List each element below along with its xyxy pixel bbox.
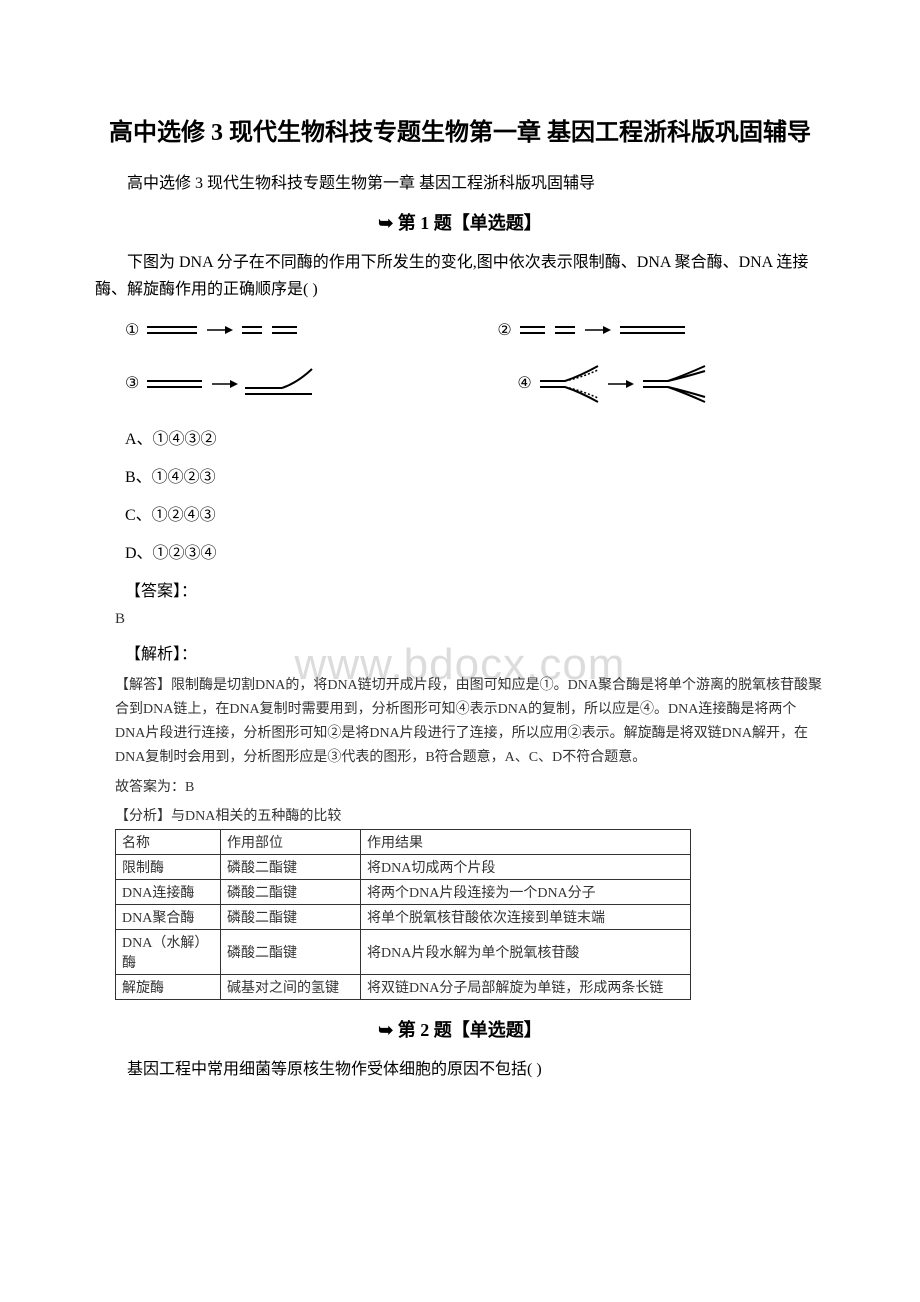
option-a: A、①④③②: [125, 425, 825, 449]
option-d: D、①②③④: [125, 539, 825, 563]
table-cell: 磷酸二酯键: [221, 880, 361, 905]
table-row: DNA聚合酶 磷酸二酯键 将单个脱氧核苷酸依次连接到单链末端: [116, 905, 691, 930]
diagram-svg-2: [520, 317, 690, 343]
table-cell: 限制酶: [116, 855, 221, 880]
table-cell: 将两个DNA片段连接为一个DNA分子: [361, 880, 691, 905]
option-b: B、①④②③: [125, 463, 825, 487]
diagram-svg-3: [147, 361, 317, 405]
table-row: DNA连接酶 磷酸二酯键 将两个DNA片段连接为一个DNA分子: [116, 880, 691, 905]
table-row: 限制酶 磷酸二酯键 将DNA切成两个片段: [116, 855, 691, 880]
table-header-row: 名称 作用部位 作用结果: [116, 830, 691, 855]
table-cell: 将单个脱氧核苷酸依次连接到单链末端: [361, 905, 691, 930]
table-row: DNA（水解）酶 磷酸二酯键 将DNA片段水解为单个脱氧核苷酸: [116, 930, 691, 975]
circled-2: ②: [497, 320, 511, 340]
table-cell: DNA（水解）酶: [116, 930, 221, 975]
subtitle-text: 高中选修 3 现代生物科技专题生物第一章 基因工程浙科版巩固辅导: [95, 169, 825, 193]
table-cell: 磷酸二酯键: [221, 930, 361, 975]
question-1-text: 下图为 DNA 分子在不同酶的作用下所发生的变化,图中依次表示限制酶、DNA 聚…: [95, 249, 825, 303]
table-cell: 碱基对之间的氢键: [221, 975, 361, 1000]
table-cell: 磷酸二酯键: [221, 855, 361, 880]
circled-3: ③: [125, 373, 139, 393]
table-cell: 磷酸二酯键: [221, 905, 361, 930]
diagram-item-2: ②: [497, 317, 689, 343]
question-1-header: ➥ 第 1 题【单选题】: [95, 209, 825, 235]
table-cell: 将双链DNA分子局部解旋为单链，形成两条长链: [361, 975, 691, 1000]
analysis-label: 【解析】：: [125, 640, 825, 664]
diagram-box: ① ②: [125, 317, 825, 405]
table-cell: DNA聚合酶: [116, 905, 221, 930]
diagram-item-4: ④: [517, 361, 729, 405]
table-header: 作用部位: [221, 830, 361, 855]
table-cell: 解旋酶: [116, 975, 221, 1000]
table-cell: 将DNA片段水解为单个脱氧核苷酸: [361, 930, 691, 975]
option-c: C、①②④③: [125, 501, 825, 525]
table-cell: DNA连接酶: [116, 880, 221, 905]
diagram-svg-4: [540, 361, 730, 405]
table-row: 解旋酶 碱基对之间的氢键 将双链DNA分子局部解旋为单链，形成两条长链: [116, 975, 691, 1000]
analysis-conclusion: 故答案为：B: [115, 776, 825, 800]
circled-4: ④: [517, 373, 531, 393]
answer-label: 【答案】：: [125, 577, 825, 601]
answer-value: B: [115, 611, 825, 628]
question-2-header: ➥ 第 2 题【单选题】: [95, 1016, 825, 1042]
table-cell: 将DNA切成两个片段: [361, 855, 691, 880]
table-header: 名称: [116, 830, 221, 855]
circled-1: ①: [125, 320, 139, 340]
question-2-text: 基因工程中常用细菌等原核生物作受体细胞的原因不包括( ): [95, 1056, 825, 1083]
analysis-text: 【解答】限制酶是切割DNA的，将DNA链切开成片段，由图可知应是①。DNA聚合酶…: [115, 674, 825, 769]
diagram-item-1: ①: [125, 317, 297, 343]
diagram-item-3: ③: [125, 361, 317, 405]
page-content: 高中选修 3 现代生物科技专题生物第一章 基因工程浙科版巩固辅导 高中选修 3 …: [95, 115, 825, 1084]
table-header: 作用结果: [361, 830, 691, 855]
analysis-subtitle: 【分析】与DNA相关的五种酶的比较: [115, 805, 825, 825]
page-title: 高中选修 3 现代生物科技专题生物第一章 基因工程浙科版巩固辅导: [95, 115, 825, 151]
enzyme-table: 名称 作用部位 作用结果 限制酶 磷酸二酯键 将DNA切成两个片段 DNA连接酶…: [115, 829, 691, 1000]
diagram-svg-1: [147, 317, 297, 343]
